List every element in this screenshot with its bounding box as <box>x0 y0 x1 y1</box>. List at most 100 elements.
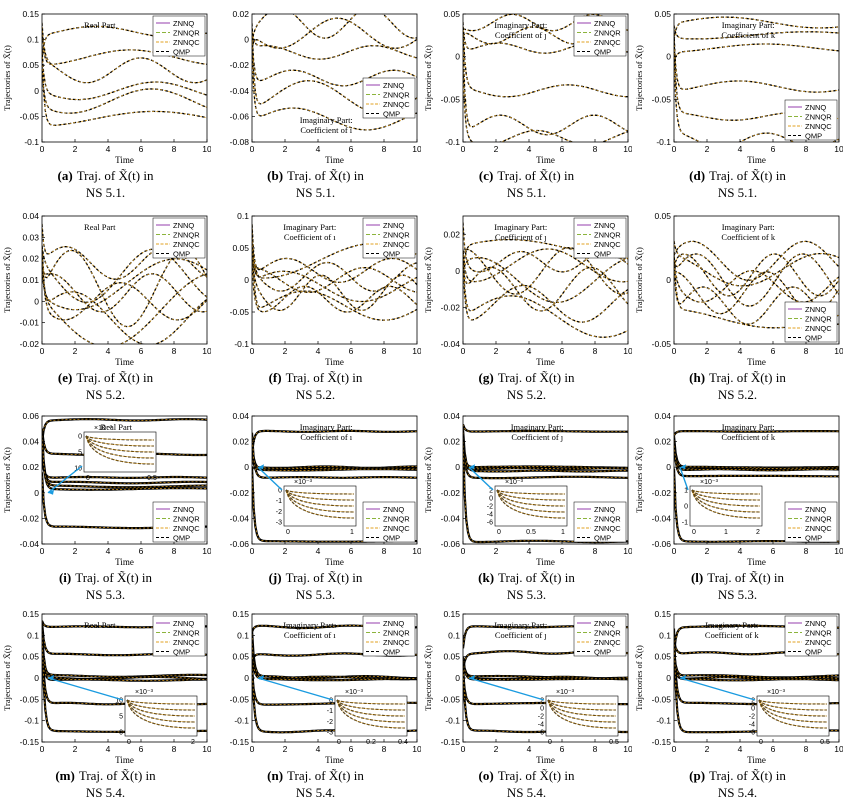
y-tick-label: 0.15 <box>654 609 671 619</box>
panel-annotation: Real Part <box>84 20 116 30</box>
series-line <box>463 70 628 142</box>
y-tick-label: 0 <box>666 275 671 285</box>
inset-line <box>496 489 566 501</box>
series-line <box>42 247 207 321</box>
legend-box <box>152 501 206 543</box>
legend-label: ZNNQ <box>383 81 404 90</box>
series-line <box>252 225 417 321</box>
y-tick-label: -0.05 <box>652 339 672 349</box>
series-line <box>252 23 417 115</box>
x-axis-label: Time <box>325 755 344 765</box>
x-axis-label: Time <box>325 557 344 567</box>
y-tick-label: -0.1 <box>445 137 460 147</box>
inset: ×10⁻³20-2-4-60 0.5 <box>749 689 830 746</box>
legend-label: ZNNQR <box>594 29 621 38</box>
inset-line <box>496 489 566 495</box>
inset-line <box>285 489 355 495</box>
caption-tag: (l) <box>691 570 703 585</box>
series-group <box>463 423 628 544</box>
inset-line <box>126 699 196 717</box>
x-tick-label: 10 <box>834 546 843 556</box>
y-tick-label: -0.15 <box>441 737 461 747</box>
caption-tag: (d) <box>689 168 705 183</box>
panel-annotation: Coefficient of ı <box>284 232 336 242</box>
legend-label: ZNNQR <box>805 515 832 524</box>
series-line <box>674 662 839 680</box>
x-tick-label: 2 <box>283 546 288 556</box>
y-tick-label: 0 <box>666 673 671 683</box>
x-tick-label: 8 <box>593 144 598 154</box>
x-tick-label: 8 <box>172 144 177 154</box>
legend-label: ZNNQC <box>173 240 200 249</box>
inset-line <box>758 699 828 723</box>
series-line <box>42 258 207 310</box>
y-tick-label: 0 <box>244 462 249 472</box>
inset-y-tick: -6 <box>487 520 493 527</box>
legend-label: ZNNQR <box>805 315 832 324</box>
y-tick-label: -0.02 <box>441 302 461 312</box>
panel-annotation: Imaginary Part: <box>283 620 336 630</box>
y-axis-label: Trajectories of X̃(t) <box>423 247 433 313</box>
inset-line <box>336 699 406 717</box>
plot-frame <box>251 13 418 143</box>
x-tick-label: 2 <box>494 144 499 154</box>
y-tick-label: -0.1 <box>24 716 39 726</box>
series-line <box>674 253 839 307</box>
x-tick-label: 0 <box>461 346 466 356</box>
series-line <box>463 438 628 479</box>
inset-arrowhead <box>680 675 686 680</box>
y-tick-label: 0.05 <box>22 652 39 662</box>
caption-line1: Traj. of X̃(t) in <box>76 370 153 385</box>
panel-caption: (d) Traj. of X̃(t) in <box>689 168 786 183</box>
subplot-p: 0 2 4 6 8 10-0.15-0.1-0.0500.050.10.15TimeTra… <box>634 609 843 800</box>
caption-line2: NS 5.4. <box>718 785 757 800</box>
legend-label: QMP <box>173 48 190 57</box>
legend-label: ZNNQC <box>383 638 410 647</box>
series-line <box>463 14 628 32</box>
y-axis-label: Trajectories of X̃(t) <box>2 645 12 711</box>
x-axis-label: Time <box>747 755 766 765</box>
legend-label: ZNNQ <box>594 505 615 514</box>
inset-y-tick: 0 <box>751 706 755 713</box>
subplot-n: 0 2 4 6 8 10 -0.15 -0.1 -0.05 0 0.05 0.1 0.15 Time Ima… <box>230 609 421 800</box>
panel-annotation: Real Part <box>84 222 116 232</box>
panel-caption: (f) Traj. of X̃(t) in <box>269 370 363 385</box>
y-tick-label: 0.05 <box>654 211 671 221</box>
subplot-j: 0 2 4 6 8 10-0.06-0.04-0.0200.020.04TimeImagi… <box>230 411 421 602</box>
x-tick-label: 6 <box>560 546 565 556</box>
inset-line <box>336 699 406 723</box>
legend-label: ZNNQR <box>805 113 832 122</box>
series-line <box>252 14 417 42</box>
x-tick-label: 2 <box>494 744 499 754</box>
y-tick-label: -0.1 <box>656 716 671 726</box>
legend-label: ZNNQR <box>805 629 832 638</box>
panel-annotation: Coefficient of k <box>721 232 775 242</box>
legend-label: ZNNQ <box>383 221 404 230</box>
caption-line2: NS 5.4. <box>296 785 335 800</box>
y-tick-label: 0 <box>455 266 460 276</box>
series-line <box>463 248 628 283</box>
panel-caption: (k) Traj. of X̃(t) in <box>478 570 575 585</box>
y-tick-label: 0 <box>244 275 249 285</box>
y-tick-label: -0.1 <box>24 137 39 147</box>
x-tick-label: 8 <box>382 744 387 754</box>
plot-frame <box>251 415 418 545</box>
x-tick-label: 0 <box>672 346 677 356</box>
inset: ×10⁻³20-2-4-60 0.5 1 <box>487 479 568 536</box>
panel-caption: (m) Traj. of X̃(t) in <box>55 768 156 783</box>
y-tick-label: 0.1 <box>27 630 39 640</box>
x-tick-label: 10 <box>623 144 632 154</box>
inset-y-tick: -2 <box>749 714 755 721</box>
y-tick-label: -0.02 <box>230 60 250 70</box>
inset-y-tick: 1 <box>684 488 688 495</box>
series-line <box>674 240 839 287</box>
legend-label: ZNNQC <box>594 240 621 249</box>
caption-line2: NS 5.3. <box>507 587 546 602</box>
panel-annotation: Imaginary Part: <box>494 222 547 232</box>
series-line <box>252 32 417 87</box>
panel-caption: (h) Traj. of X̃(t) in <box>689 370 786 385</box>
inset-line <box>126 699 196 729</box>
x-tick-label: 10 <box>412 144 421 154</box>
y-tick-label: -0.15 <box>230 737 250 747</box>
